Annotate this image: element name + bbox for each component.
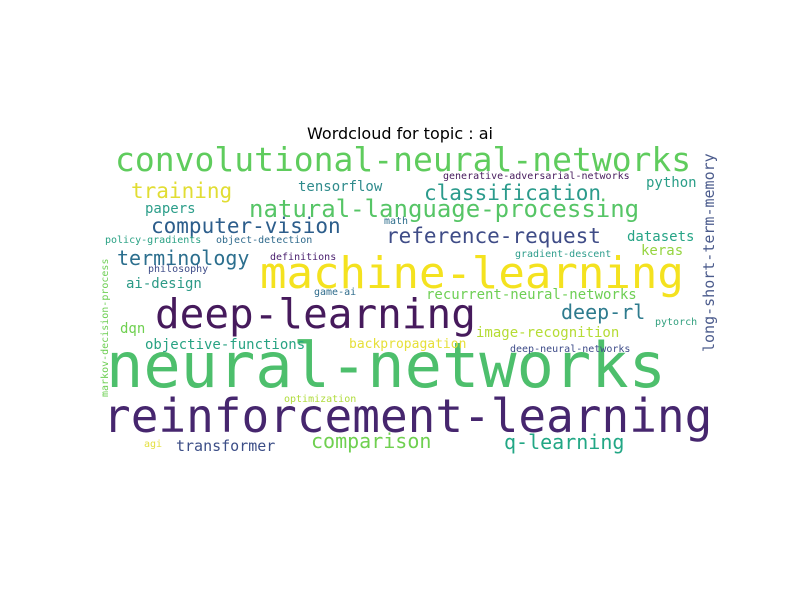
cloud-word: deep-neural-networks: [510, 344, 631, 355]
cloud-word: object-detection: [216, 235, 313, 246]
cloud-word: keras: [641, 243, 684, 259]
cloud-word: deep-learning: [155, 290, 476, 338]
cloud-word: game-ai: [314, 287, 357, 298]
chart-title: Wordcloud for topic : ai: [307, 124, 493, 143]
cloud-word: classification: [424, 181, 602, 205]
cloud-word: q-learning: [504, 430, 625, 454]
cloud-word: dqn: [120, 321, 146, 337]
cloud-word: generative-adversarial-networks: [443, 171, 630, 182]
cloud-word: reference-request: [386, 224, 601, 248]
cloud-word: computer-vision: [151, 214, 341, 238]
cloud-word: long-short-term-memory: [700, 153, 718, 352]
cloud-word: convolutional-neural-networks: [115, 140, 692, 179]
cloud-word: papers: [145, 201, 196, 217]
cloud-word: pytorch: [655, 317, 698, 328]
cloud-word: gradient-descent: [515, 249, 612, 260]
cloud-word: optimization: [284, 394, 357, 405]
cloud-word: deep-rl: [561, 300, 646, 324]
cloud-word: python: [646, 175, 697, 191]
cloud-word: comparison: [311, 429, 432, 453]
cloud-word: policy-gradients: [105, 235, 202, 246]
cloud-word: ai-design: [126, 276, 202, 292]
cloud-word: transformer: [176, 437, 276, 455]
cloud-word: agi: [144, 439, 163, 450]
cloud-word: neural-networks: [106, 329, 666, 402]
cloud-word: machine-learning: [260, 248, 684, 299]
cloud-word: terminology: [117, 246, 250, 270]
cloud-word: objective-functions: [145, 337, 306, 353]
cloud-word: tensorflow: [298, 179, 383, 195]
cloud-word: recurrent-neural-networks: [426, 287, 637, 303]
cloud-word: datasets: [627, 229, 695, 245]
cloud-word: philosophy: [148, 264, 209, 275]
cloud-word: definitions: [270, 252, 337, 263]
cloud-word: training: [131, 179, 233, 203]
cloud-word: image-recognition: [476, 325, 620, 341]
cloud-word: natural-language-processing: [249, 195, 640, 223]
cloud-word: markov-decision-process: [100, 258, 111, 397]
cloud-word: reinforcement-learning: [103, 389, 713, 443]
cloud-word: math: [384, 216, 409, 227]
cloud-word: backpropagation: [349, 337, 467, 352]
